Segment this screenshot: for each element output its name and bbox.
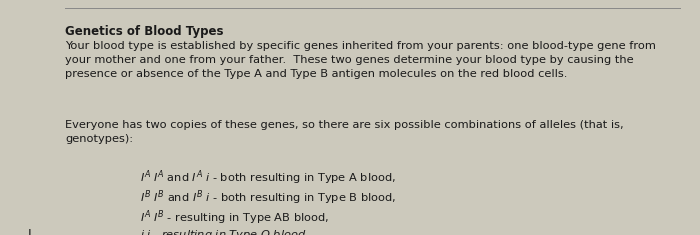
Text: $I^B$ $I^B$ and $I^B$ $i$ - both resulting in Type B blood,: $I^B$ $I^B$ and $I^B$ $i$ - both resulti… (140, 188, 396, 207)
Text: $I^A$ $I^A$ and $I^A$ $i$ - both resulting in Type A blood,: $I^A$ $I^A$ and $I^A$ $i$ - both resulti… (140, 168, 396, 187)
Text: I: I (28, 228, 32, 235)
Text: $I^A$ $I^B$ - resulting in Type AB blood,: $I^A$ $I^B$ - resulting in Type AB blood… (140, 208, 329, 227)
Text: $i$ $i$ - resulting in Type O blood.: $i$ $i$ - resulting in Type O blood. (140, 228, 309, 235)
Text: Genetics of Blood Types: Genetics of Blood Types (65, 25, 223, 38)
Text: Your blood type is established by specific genes inherited from your parents: on: Your blood type is established by specif… (65, 41, 656, 79)
Text: Everyone has two copies of these genes, so there are six possible combinations o: Everyone has two copies of these genes, … (65, 120, 624, 144)
